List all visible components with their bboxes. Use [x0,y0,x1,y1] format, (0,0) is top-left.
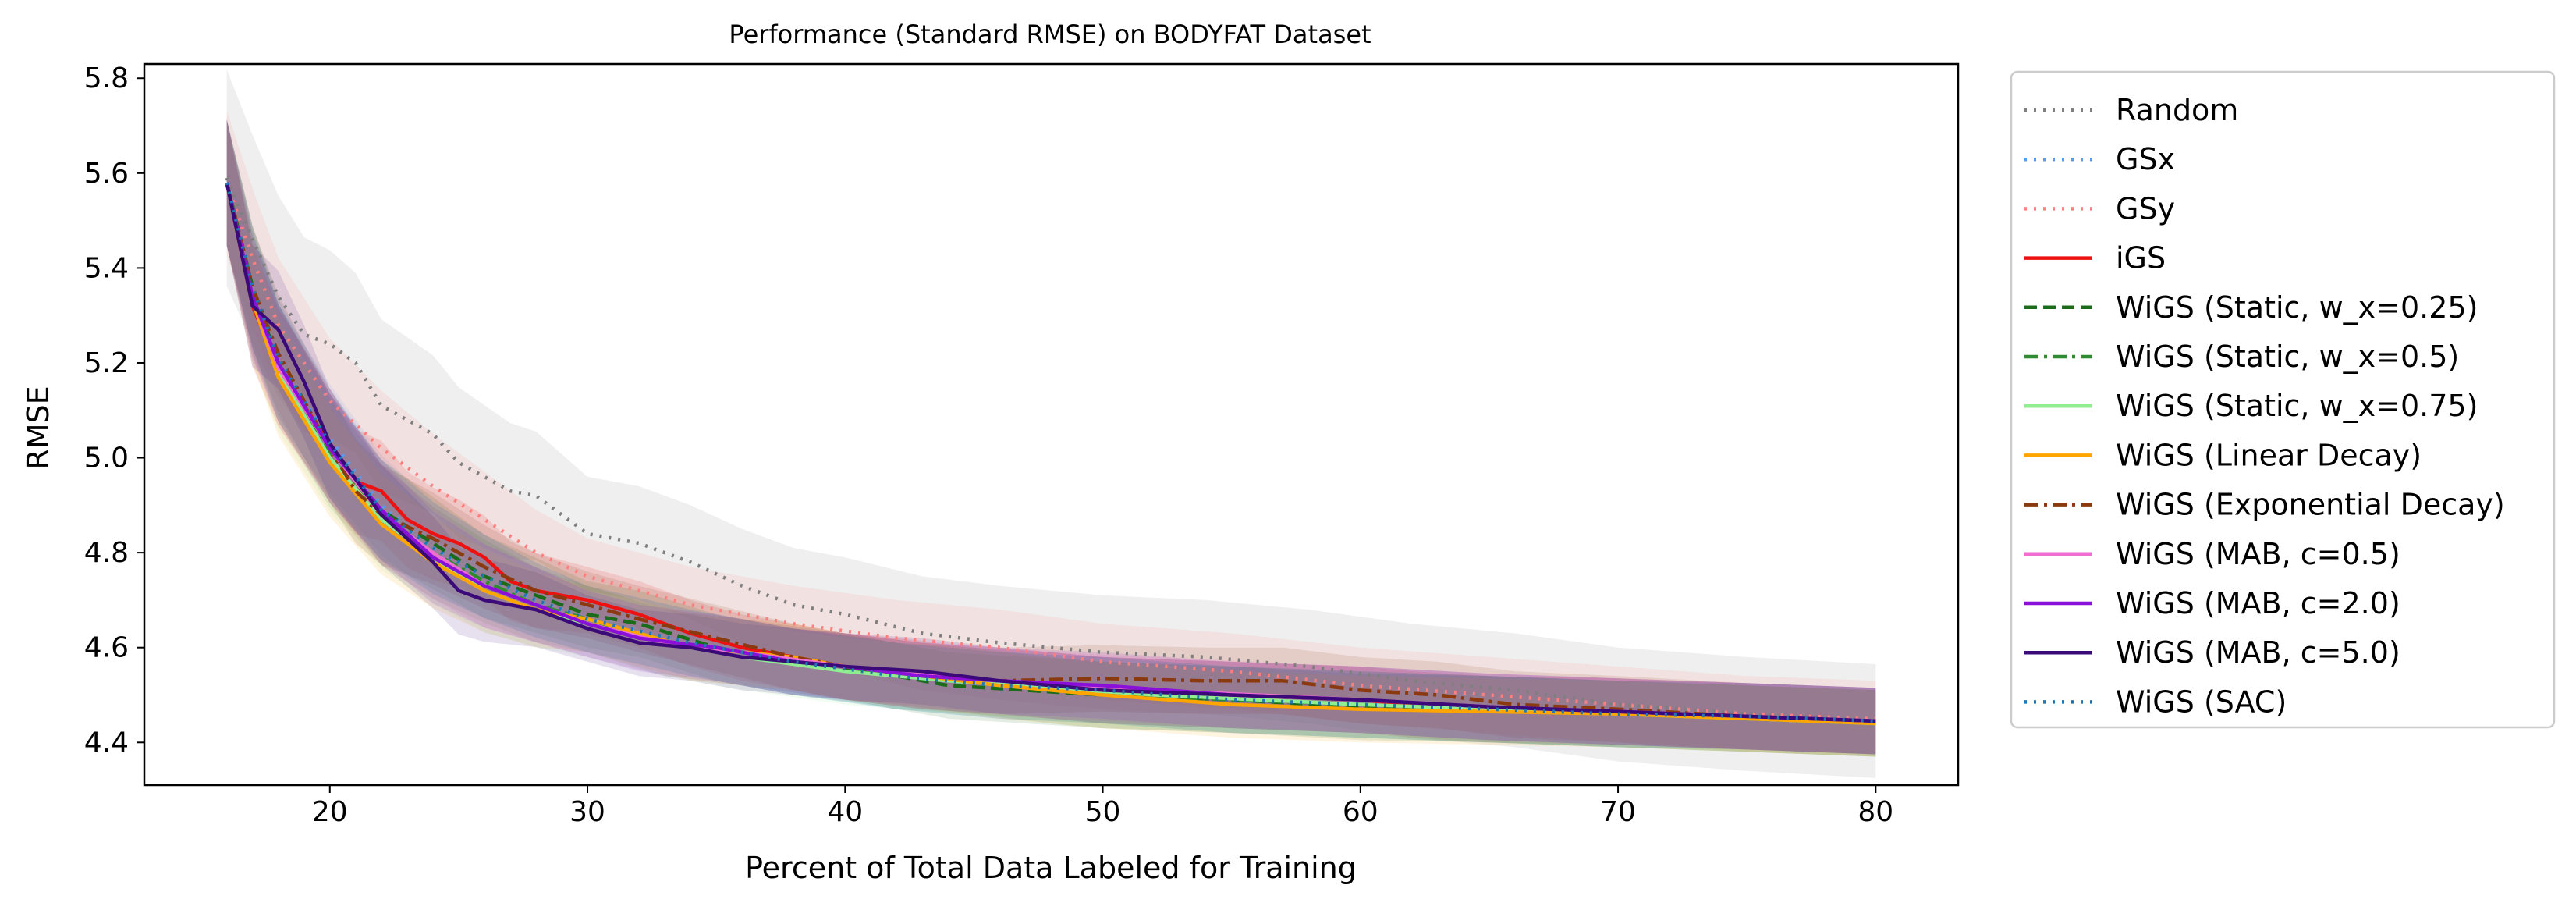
y-tick-label: 4.4 [84,727,129,759]
plot-area [143,62,1960,787]
legend: Random GSx GSy iGS WiGS (Static, w_x=0.25) Wi… [2010,70,2556,729]
x-tick-label: 80 [1857,796,1893,828]
x-axis: 20 30 40 50 60 70 80 [312,785,1893,828]
chart-title: Performance (Standard RMSE) on BODYFAT D… [729,20,1371,49]
legend-label: GSx [2116,142,2175,176]
x-tick-label: 70 [1600,796,1636,828]
legend-label: WiGS (Static, w_x=0.5) [2116,339,2459,374]
band-igs [226,119,1876,755]
legend-items: Random GSx GSy iGS WiGS (Static, w_x=0.25) Wi… [2024,93,2505,719]
legend-label: GSy [2116,191,2175,226]
legend-label: WiGS (SAC) [2116,684,2287,719]
band-random [226,69,1876,778]
y-axis: 4.4 4.6 4.8 5.0 5.2 5.4 5.6 5.8 [84,62,144,759]
legend-frame [2010,70,2556,729]
band-wigs-sac [226,119,1876,755]
legend-label: WiGS (MAB, c=0.5) [2116,537,2400,571]
x-tick-label: 50 [1085,796,1121,828]
series-line-wigs-sac [225,182,1876,723]
band-wigs-exponential-decay [226,119,1876,755]
y-tick-label: 5.4 [84,252,129,284]
y-tick-label: 4.8 [84,537,129,569]
band-wigs-mab-c-2-0 [226,119,1876,755]
legend-label: iGS [2116,241,2166,275]
band-wigs-mab-c-0-5 [226,119,1876,755]
y-tick-label: 5.2 [84,347,129,379]
band-wigs-mab-c-5-0 [226,119,1876,755]
y-tick-label: 5.0 [84,443,129,475]
legend-label: WiGS (Static, w_x=0.25) [2116,290,2478,325]
x-tick-label: 30 [569,796,605,828]
plot-frame [143,62,1960,787]
y-axis-label: RMSE [21,386,55,469]
y-tick-label: 4.6 [84,632,129,664]
x-tick-label: 40 [827,796,863,828]
x-tick-label: 20 [312,796,348,828]
series-line-random [225,177,1876,723]
legend-label: WiGS (MAB, c=5.0) [2116,635,2400,670]
band-wigs-static-w-x-0-25 [226,119,1876,757]
x-axis-label: Percent of Total Data Labeled for Traini… [745,851,1357,885]
y-tick-label: 5.8 [84,62,129,94]
y-tick-label: 5.6 [84,158,129,190]
legend-label: WiGS (Static, w_x=0.75) [2116,389,2478,423]
legend-label: Random [2116,93,2238,127]
band-wigs-static-w-x-0-5 [226,119,1876,757]
band-gsy [226,110,1876,757]
band-wigs-static-w-x-0-75 [226,119,1876,757]
legend-label: WiGS (MAB, c=2.0) [2116,586,2400,620]
series-lines [225,177,1876,726]
band-wigs-linear-decay [226,119,1876,757]
confidence-bands [226,69,1876,778]
legend-label: WiGS (Linear Decay) [2116,438,2422,472]
band-gsx [226,119,1876,755]
x-tick-label: 60 [1343,796,1378,828]
legend-label: WiGS (Exponential Decay) [2116,488,2505,522]
series-line-gsy [225,182,1876,721]
plot-background [144,64,1958,785]
